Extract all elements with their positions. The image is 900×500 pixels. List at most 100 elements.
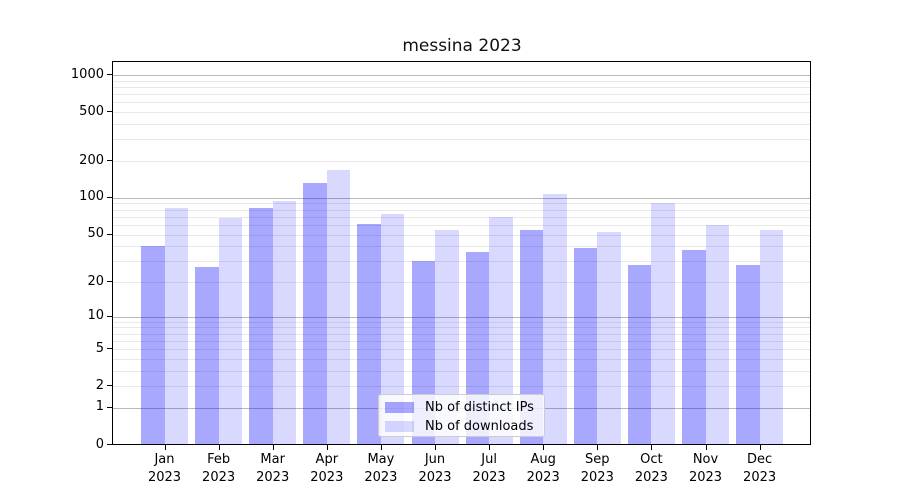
gridline-50 <box>113 234 810 236</box>
gridline-400 <box>113 124 810 125</box>
gridline-40 <box>113 246 810 248</box>
bar-oct-downloads <box>651 202 675 444</box>
bar-feb-downloads <box>218 218 243 444</box>
gridline-700 <box>113 94 810 96</box>
x-tick-mark-mar <box>272 445 274 450</box>
x-tick-label-apr: Apr 2023 <box>310 452 344 485</box>
legend-swatch-downloads <box>385 421 414 432</box>
x-tick-label-dec: Dec 2023 <box>743 452 777 485</box>
bar-dec-downloads <box>759 230 784 444</box>
y-tick-mark-200 <box>107 160 112 161</box>
bar-apr-distinct-ips <box>303 183 327 444</box>
bar-jan-distinct-ips <box>141 246 165 444</box>
y-tick-label-10: 10 <box>87 308 104 324</box>
y-tick-label-0: 0 <box>95 436 104 452</box>
gridline-8 <box>113 327 810 329</box>
y-tick-mark-2 <box>107 385 112 387</box>
bar-jun-downloads <box>435 230 459 444</box>
bar-sep-downloads <box>597 232 621 444</box>
gridline-6 <box>113 340 810 342</box>
chart-title: messina 2023 <box>402 36 522 56</box>
gridline-80 <box>113 209 810 211</box>
bar-aug-downloads <box>543 194 567 444</box>
y-tick-label-1000: 1000 <box>70 66 104 82</box>
gridline-90 <box>113 203 810 205</box>
gridline-70 <box>113 216 810 218</box>
bar-may-downloads <box>380 213 405 444</box>
x-tick-label-jun: Jun 2023 <box>418 452 452 485</box>
y-tick-mark-1000 <box>107 74 112 75</box>
gridline-900 <box>113 80 810 82</box>
gridline-2 <box>113 386 810 388</box>
gridline-1000 <box>113 75 810 76</box>
gridline-300 <box>113 139 810 141</box>
bar-oct-distinct-ips <box>627 264 652 444</box>
gridline-60 <box>113 224 810 226</box>
x-tick-mark-jun <box>435 445 436 450</box>
gridline-7 <box>113 333 810 335</box>
x-tick-label-aug: Aug 2023 <box>526 452 560 485</box>
y-tick-label-20: 20 <box>87 273 104 289</box>
x-tick-label-oct: Oct 2023 <box>634 452 668 485</box>
gridline-100 <box>113 197 810 199</box>
x-tick-label-may: May 2023 <box>364 452 398 485</box>
x-tick-label-sep: Sep 2023 <box>580 452 614 485</box>
y-tick-mark-10 <box>107 315 112 317</box>
y-tick-label-2: 2 <box>95 377 104 393</box>
y-tick-label-5: 5 <box>95 340 104 356</box>
x-tick-mark-aug <box>543 445 545 450</box>
x-tick-label-jan: Jan 2023 <box>147 452 182 485</box>
bar-dec-distinct-ips <box>736 264 760 444</box>
y-tick-mark-5 <box>107 348 112 350</box>
x-tick-mark-jul <box>489 445 491 450</box>
y-tick-mark-50 <box>107 233 112 235</box>
bar-mar-distinct-ips <box>249 207 273 444</box>
y-tick-mark-0 <box>107 444 112 445</box>
gridline-600 <box>113 102 810 104</box>
bar-jul-downloads <box>489 216 513 444</box>
gridline-3 <box>113 370 810 372</box>
plot-area <box>112 61 811 445</box>
bar-sep-distinct-ips <box>573 247 598 444</box>
gridline-9 <box>113 321 810 323</box>
x-tick-mark-nov <box>705 445 707 450</box>
legend-label-distinct-ips: Nb of distinct IPs <box>425 400 534 415</box>
gridline-20 <box>113 282 810 283</box>
legend-swatch-distinct-ips <box>385 402 414 413</box>
x-tick-mark-apr <box>326 445 328 450</box>
bar-jan-downloads <box>164 208 188 444</box>
y-tick-mark-100 <box>107 196 112 198</box>
bar-aug-distinct-ips <box>519 230 544 444</box>
bar-nov-downloads <box>705 224 729 444</box>
gridline-200 <box>113 161 810 162</box>
x-tick-mark-dec <box>759 445 761 450</box>
y-tick-label-50: 50 <box>87 226 104 241</box>
y-tick-mark-20 <box>107 281 112 282</box>
bar-may-distinct-ips <box>357 224 381 444</box>
bar-nov-distinct-ips <box>682 250 706 444</box>
x-tick-mark-sep <box>597 445 599 450</box>
x-tick-mark-oct <box>651 445 653 450</box>
legend: Nb of distinct IPs Nb of downloads <box>378 394 545 437</box>
gridline-800 <box>113 87 810 88</box>
y-tick-label-500: 500 <box>79 103 104 119</box>
bar-feb-distinct-ips <box>195 266 219 444</box>
bar-mar-downloads <box>272 201 297 444</box>
y-tick-mark-500 <box>107 111 112 113</box>
x-tick-mark-jan <box>164 445 166 450</box>
legend-item-downloads: Nb of downloads <box>379 417 544 436</box>
legend-label-downloads: Nb of downloads <box>425 419 534 434</box>
x-tick-label-jul: Jul 2023 <box>472 452 506 485</box>
x-tick-label-feb: Feb 2023 <box>202 452 236 485</box>
y-tick-mark-1 <box>107 406 112 408</box>
legend-item-distinct-ips: Nb of distinct IPs <box>379 398 544 417</box>
x-tick-mark-may <box>380 445 382 450</box>
y-tick-label-1: 1 <box>95 399 104 415</box>
gridline-5 <box>113 349 810 351</box>
y-tick-label-200: 200 <box>79 152 104 168</box>
gridline-10 <box>113 316 810 318</box>
x-tick-mark-feb <box>218 445 220 450</box>
gridline-4 <box>113 358 810 360</box>
y-tick-label-100: 100 <box>79 189 104 205</box>
